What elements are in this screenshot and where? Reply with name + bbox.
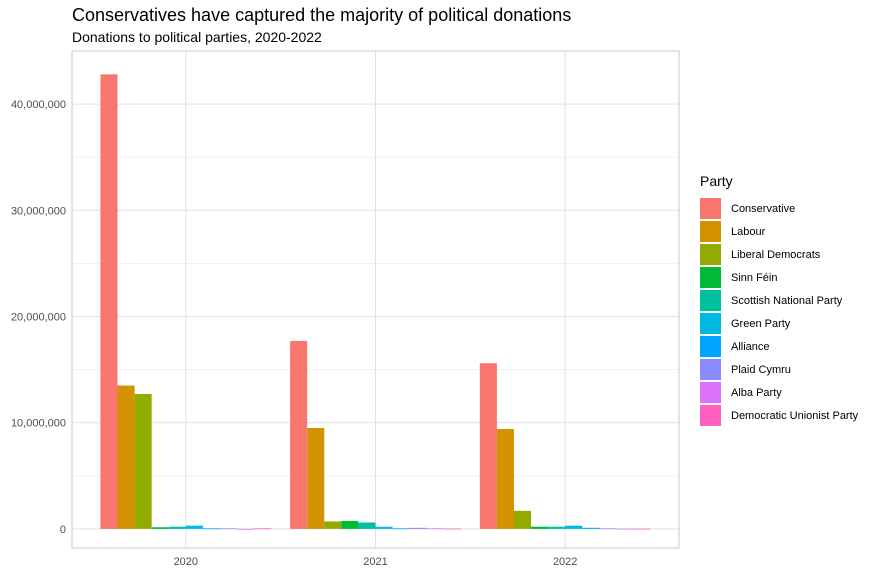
x-tick-label: 2022 [553,556,577,568]
legend-item: Alba Party [700,381,858,404]
chart-title: Conservatives have captured the majority… [72,5,572,25]
legend-label: Democratic Unionist Party [731,409,859,422]
legend-swatch [700,405,721,426]
bar [254,528,272,530]
y-tick-label: 40,000,000 [11,99,66,111]
y-tick-label: 0 [60,524,66,536]
legend-swatch [700,198,721,219]
bar [548,526,566,529]
bar [582,527,600,529]
bar [202,528,220,530]
legend-item: Alliance [700,335,858,358]
bar [375,526,393,529]
y-tick-label: 10,000,000 [11,418,66,430]
legend-swatch [700,336,721,357]
bar [307,427,325,529]
legend-label: Green Party [731,317,791,330]
legend-item: Scottish National Party [700,289,858,312]
bar [117,385,135,529]
bar [496,429,514,529]
bar [599,528,617,530]
bar [324,521,342,529]
legend-label: Scottish National Party [731,294,843,307]
y-tick-label: 20,000,000 [11,311,66,323]
chart-subtitle: Donations to political parties, 2020-202… [72,29,322,45]
bar [290,340,308,529]
bar [134,394,152,529]
legend-swatch [700,313,721,334]
panel-border [71,50,680,549]
bar [479,363,497,529]
y-tick-label: 30,000,000 [11,205,66,217]
legend-item: Plaid Cymru [700,358,858,381]
bar [151,527,169,529]
bar [409,527,427,529]
bar [168,526,186,529]
bar [237,528,255,530]
legend-swatch [700,290,721,311]
bar [443,528,461,530]
bar [565,525,583,529]
bar [513,510,532,529]
x-tick-label: 2020 [174,556,198,568]
legend-swatch [700,382,721,403]
legend-swatch [700,221,721,242]
bar [219,528,238,530]
bar [358,522,376,529]
legend-item: Conservative [700,197,858,220]
legend-item: Green Party [700,312,858,335]
legend: Party Conservative Labour Liberal Democrat… [700,173,858,427]
bar [341,520,359,529]
legend-label: Labour [731,225,766,238]
legend-label: Plaid Cymru [731,363,791,376]
bar [100,74,118,529]
legend-item: Sinn Féin [700,266,858,289]
legend-item: Liberal Democrats [700,243,858,266]
bar [185,525,203,529]
legend-title: Party [700,173,733,189]
legend-label: Conservative [731,202,796,215]
bar [392,528,410,530]
bar [633,528,651,530]
legend-item: Labour [700,220,858,243]
legend-label: Alba Party [731,386,782,399]
legend-item: Democratic Unionist Party [700,404,858,427]
x-tick-label: 2021 [363,556,387,568]
legend-label: Alliance [731,340,770,353]
legend-swatch [700,244,721,265]
bar [531,526,549,529]
bar [426,528,444,530]
legend-label: Sinn Féin [731,271,778,284]
legend-swatch [700,267,721,288]
legend-swatch [700,359,721,380]
bar [616,528,634,530]
legend-label: Liberal Democrats [731,248,821,261]
